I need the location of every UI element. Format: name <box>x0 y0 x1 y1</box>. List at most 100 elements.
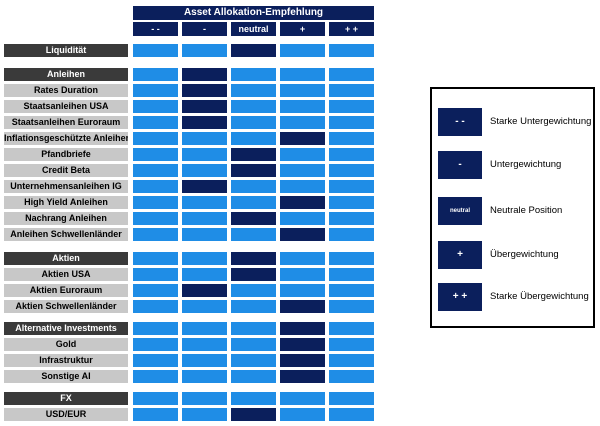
allocation-marker <box>280 196 325 209</box>
allocation-cell <box>182 268 227 281</box>
allocation-marker <box>182 284 227 297</box>
legend-swatch: neutral <box>438 197 482 225</box>
row-label: High Yield Anleihen <box>4 196 128 209</box>
legend-item: - Untergewichtung <box>438 151 593 179</box>
allocation-cell <box>329 100 374 113</box>
allocation-cell <box>133 44 178 57</box>
allocation-cell <box>182 370 227 383</box>
allocation-marker <box>280 338 325 351</box>
allocation-cell <box>133 354 178 367</box>
allocation-cell <box>329 354 374 367</box>
row-label: Staatsanleihen Euroraum <box>4 116 128 129</box>
allocation-cell <box>329 284 374 297</box>
allocation-marker <box>231 212 276 225</box>
allocation-marker <box>231 44 276 57</box>
row-label: Sonstige AI <box>4 370 128 383</box>
allocation-cell <box>182 392 227 405</box>
allocation-cell <box>133 322 178 335</box>
allocation-cell <box>231 370 276 383</box>
legend-label: Neutrale Position <box>490 205 563 216</box>
legend-label: Starke Untergewichtung <box>490 116 592 127</box>
column-header: - <box>182 22 227 36</box>
allocation-cell <box>182 228 227 241</box>
allocation-cell <box>280 180 325 193</box>
legend-swatch: - - <box>438 108 482 136</box>
row-label: Credit Beta <box>4 164 128 177</box>
row-label: Aktien Euroraum <box>4 284 128 297</box>
row-label: USD/EUR <box>4 408 128 421</box>
table-title: Asset Allokation-Empfehlung <box>133 6 374 20</box>
allocation-cell <box>280 164 325 177</box>
allocation-cell <box>329 392 374 405</box>
row-label: Infrastruktur <box>4 354 128 367</box>
row-label: Alternative Investments <box>4 322 128 335</box>
allocation-cell <box>231 180 276 193</box>
allocation-cell <box>182 132 227 145</box>
allocation-cell <box>182 148 227 161</box>
allocation-cell <box>329 116 374 129</box>
legend-item: + + Starke Übergewichtung <box>438 283 593 311</box>
allocation-cell <box>133 212 178 225</box>
allocation-cell <box>133 180 178 193</box>
legend-swatch: + + <box>438 283 482 311</box>
row-label: Rates Duration <box>4 84 128 97</box>
allocation-cell <box>133 284 178 297</box>
allocation-marker <box>182 68 227 81</box>
allocation-cell <box>182 252 227 265</box>
allocation-cell <box>329 322 374 335</box>
allocation-cell <box>133 228 178 241</box>
legend-swatch: + <box>438 241 482 269</box>
allocation-cell <box>231 322 276 335</box>
allocation-cell <box>133 392 178 405</box>
allocation-marker <box>231 268 276 281</box>
allocation-cell <box>280 68 325 81</box>
legend-label: Starke Übergewichtung <box>490 291 589 302</box>
allocation-cell <box>182 354 227 367</box>
allocation-cell <box>280 100 325 113</box>
allocation-cell <box>231 354 276 367</box>
row-label: Nachrang Anleihen <box>4 212 128 225</box>
legend-label: Übergewichtung <box>490 249 559 260</box>
allocation-cell <box>329 228 374 241</box>
allocation-marker <box>280 370 325 383</box>
allocation-cell <box>133 196 178 209</box>
allocation-cell <box>231 68 276 81</box>
allocation-cell <box>182 44 227 57</box>
allocation-cell <box>280 148 325 161</box>
allocation-cell <box>133 100 178 113</box>
allocation-cell <box>231 84 276 97</box>
allocation-cell <box>231 100 276 113</box>
allocation-cell <box>182 408 227 421</box>
allocation-cell <box>231 284 276 297</box>
allocation-cell <box>231 392 276 405</box>
allocation-marker <box>280 354 325 367</box>
allocation-cell <box>329 164 374 177</box>
legend-swatch: - <box>438 151 482 179</box>
allocation-marker <box>231 252 276 265</box>
column-header: - - <box>133 22 178 36</box>
allocation-cell <box>182 212 227 225</box>
row-label: Staatsanleihen USA <box>4 100 128 113</box>
allocation-marker <box>280 132 325 145</box>
allocation-cell <box>133 84 178 97</box>
allocation-marker <box>280 228 325 241</box>
legend-label: Untergewichtung <box>490 159 562 170</box>
allocation-cell <box>329 84 374 97</box>
allocation-cell <box>329 408 374 421</box>
allocation-cell <box>280 392 325 405</box>
allocation-cell <box>329 180 374 193</box>
allocation-marker <box>231 408 276 421</box>
allocation-cell <box>182 338 227 351</box>
allocation-cell <box>329 252 374 265</box>
allocation-cell <box>280 212 325 225</box>
row-label: Liquidität <box>4 44 128 57</box>
allocation-cell <box>329 300 374 313</box>
row-label: Unternehmensanleihen IG <box>4 180 128 193</box>
row-label: Anleihen Schwellenländer <box>4 228 128 241</box>
column-header: neutral <box>231 22 276 36</box>
allocation-cell <box>133 338 178 351</box>
allocation-cell <box>329 148 374 161</box>
allocation-cell <box>133 408 178 421</box>
row-label: Gold <box>4 338 128 351</box>
